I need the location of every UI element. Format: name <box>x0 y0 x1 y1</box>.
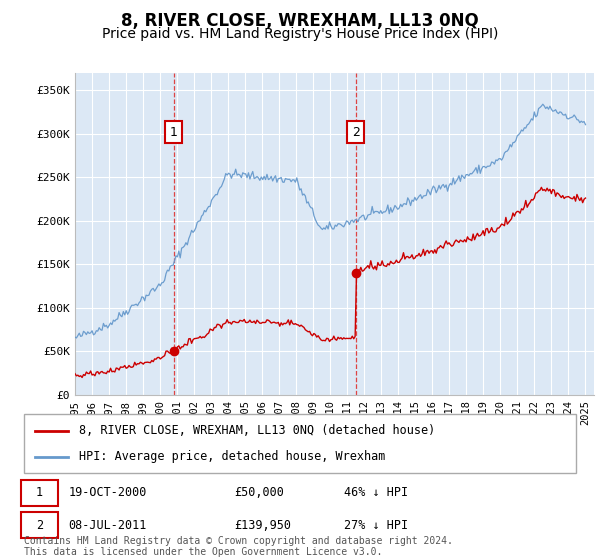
Text: 2: 2 <box>36 519 43 531</box>
Text: 2: 2 <box>352 126 360 139</box>
Text: 27% ↓ HPI: 27% ↓ HPI <box>344 519 408 531</box>
FancyBboxPatch shape <box>21 480 58 506</box>
Text: 8, RIVER CLOSE, WREXHAM, LL13 0NQ (detached house): 8, RIVER CLOSE, WREXHAM, LL13 0NQ (detac… <box>79 424 436 437</box>
Text: £139,950: £139,950 <box>234 519 291 531</box>
FancyBboxPatch shape <box>24 414 576 473</box>
Text: 19-OCT-2000: 19-OCT-2000 <box>68 487 146 500</box>
Text: Price paid vs. HM Land Registry's House Price Index (HPI): Price paid vs. HM Land Registry's House … <box>102 27 498 41</box>
Text: 8, RIVER CLOSE, WREXHAM, LL13 0NQ: 8, RIVER CLOSE, WREXHAM, LL13 0NQ <box>121 12 479 30</box>
Text: Contains HM Land Registry data © Crown copyright and database right 2024.
This d: Contains HM Land Registry data © Crown c… <box>24 535 453 557</box>
FancyBboxPatch shape <box>21 512 58 538</box>
Text: HPI: Average price, detached house, Wrexham: HPI: Average price, detached house, Wrex… <box>79 450 386 463</box>
Text: 46% ↓ HPI: 46% ↓ HPI <box>344 487 408 500</box>
Text: £50,000: £50,000 <box>234 487 284 500</box>
Text: 1: 1 <box>170 126 178 139</box>
Text: 08-JUL-2011: 08-JUL-2011 <box>68 519 146 531</box>
Text: 1: 1 <box>36 487 43 500</box>
